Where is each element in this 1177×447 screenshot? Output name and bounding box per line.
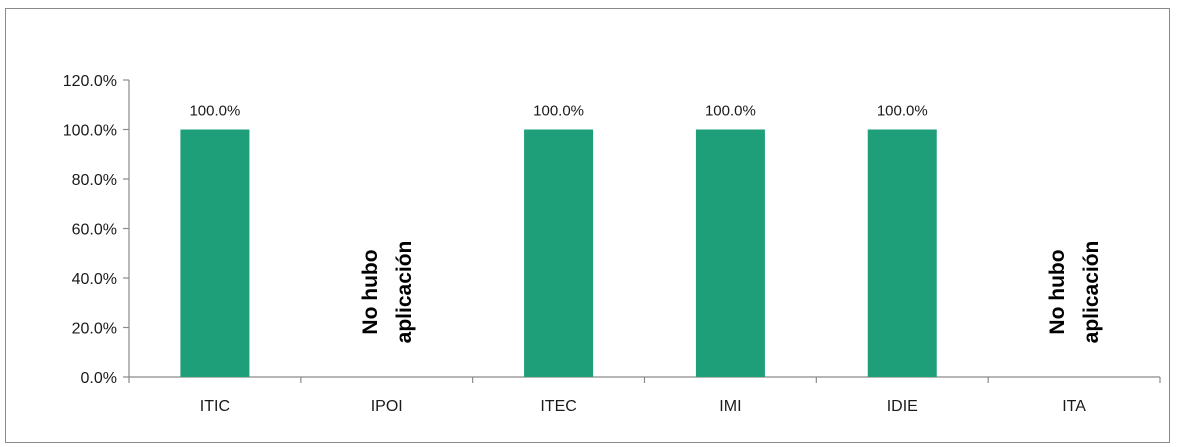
data-label: 100.0% — [877, 103, 928, 120]
y-tick-label: 60.0% — [72, 222, 117, 239]
no-application-note-line: aplicación — [1080, 241, 1103, 344]
y-tick-label: 120.0% — [63, 73, 117, 90]
data-label: 100.0% — [705, 103, 756, 120]
no-application-note: No hubo aplicación — [359, 241, 416, 344]
y-tick-label: 100.0% — [63, 123, 117, 140]
no-application-note-line: No hubo — [359, 249, 382, 334]
no-application-note-line: No hubo — [1046, 249, 1069, 334]
data-label: 100.0% — [533, 103, 584, 120]
category-label: IPOI — [371, 398, 403, 415]
y-tick-label: 40.0% — [72, 271, 117, 288]
no-application-note: No hubo aplicación — [1046, 241, 1103, 344]
data-label: 100.0% — [189, 103, 240, 120]
bar-idie — [867, 129, 937, 377]
bar-itic — [180, 129, 250, 377]
y-tick-label: 80.0% — [72, 172, 117, 189]
bar-imi — [695, 129, 765, 377]
category-label: ITIC — [200, 398, 230, 415]
category-label: IDIE — [887, 398, 918, 415]
bar-itec — [524, 129, 594, 377]
no-application-note-line: aplicación — [393, 241, 416, 344]
category-label: IMI — [719, 398, 741, 415]
category-label: ITA — [1062, 398, 1086, 415]
y-tick-label: 0.0% — [81, 370, 117, 387]
category-label: ITEC — [540, 398, 576, 415]
y-tick-label: 20.0% — [72, 321, 117, 338]
